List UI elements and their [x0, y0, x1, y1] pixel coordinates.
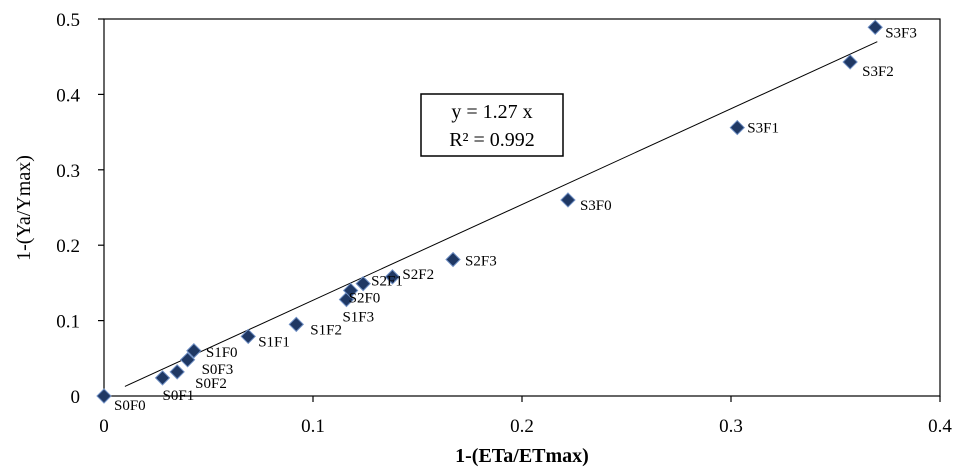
data-point-s1f0	[186, 343, 202, 359]
point-label-s1f1: S1F1	[258, 334, 290, 350]
data-point-s0f1	[154, 370, 171, 386]
point-label-s3f0: S3F0	[580, 198, 612, 214]
data-point-s2f1	[355, 275, 371, 292]
point-label-s0f3: S0F3	[202, 362, 234, 378]
point-label-s2f3: S2F3	[465, 254, 497, 270]
data-point-s2f0	[342, 282, 359, 299]
x-tick-label: 0	[99, 416, 109, 437]
x-axis-title: 1-(ETa/ETmax)	[455, 445, 589, 467]
equation-text: y = 1.27 x	[451, 101, 532, 123]
point-label-s0f1: S0F1	[163, 388, 195, 404]
data-point-s3f3	[867, 19, 883, 36]
data-point-s3f1	[729, 119, 745, 136]
data-point-s0f0	[96, 388, 112, 404]
point-label-s0f2: S0F2	[195, 376, 227, 392]
x-tick-label: 0.3	[719, 416, 743, 437]
y-tick-label: 0.1	[56, 312, 80, 333]
r-squared-text: R² = 0.992	[449, 129, 535, 151]
y-tick-label: 0.3	[56, 161, 80, 182]
point-label-s3f2: S3F2	[862, 64, 894, 80]
x-tick-label: 0.4	[928, 416, 952, 437]
data-point-s0f2	[169, 364, 185, 380]
plot-area	[103, 18, 941, 397]
point-label-s2f2: S2F2	[402, 267, 434, 283]
x-axis-ticks: 0 0.1 0.2 0.3 0.4	[99, 396, 952, 437]
y-tick-label: 0.4	[56, 85, 80, 106]
x-tick-label: 0.2	[510, 416, 534, 437]
data-point-s0f3	[179, 352, 196, 368]
data-point-s2f2	[384, 269, 401, 285]
point-label-s3f3: S3F3	[885, 25, 917, 41]
y-tick-label: 0.5	[56, 10, 80, 31]
y-axis-ticks: 0 0.1 0.2 0.3 0.4 0.5	[56, 10, 104, 408]
trendline	[124, 41, 878, 387]
y-tick-label: 0	[71, 387, 81, 408]
point-label-s1f2: S1F2	[310, 322, 342, 338]
y-axis-title: 1-(Ya/Ymax)	[13, 155, 35, 261]
plot-border	[103, 18, 941, 397]
data-point-s1f2	[288, 316, 304, 333]
data-point-s2f3	[445, 251, 461, 268]
data-point-s3f0	[560, 192, 576, 208]
trendline-path	[124, 41, 878, 387]
x-tick-label: 0.1	[301, 416, 325, 437]
point-label-s1f3: S1F3	[342, 309, 374, 325]
data-points	[96, 19, 883, 404]
data-point-s1f1	[240, 328, 256, 345]
point-label-s3f1: S3F1	[747, 121, 779, 137]
equation-box: y = 1.27 x R² = 0.992	[420, 93, 564, 157]
point-label-s2f1: S2F1	[371, 274, 403, 290]
y-tick-label: 0.2	[56, 236, 80, 257]
point-label-s1f0: S1F0	[206, 345, 238, 361]
point-label-s2f0: S2F0	[349, 290, 381, 306]
data-point-s3f2	[842, 54, 858, 70]
point-label-s0f0: S0F0	[114, 398, 146, 414]
